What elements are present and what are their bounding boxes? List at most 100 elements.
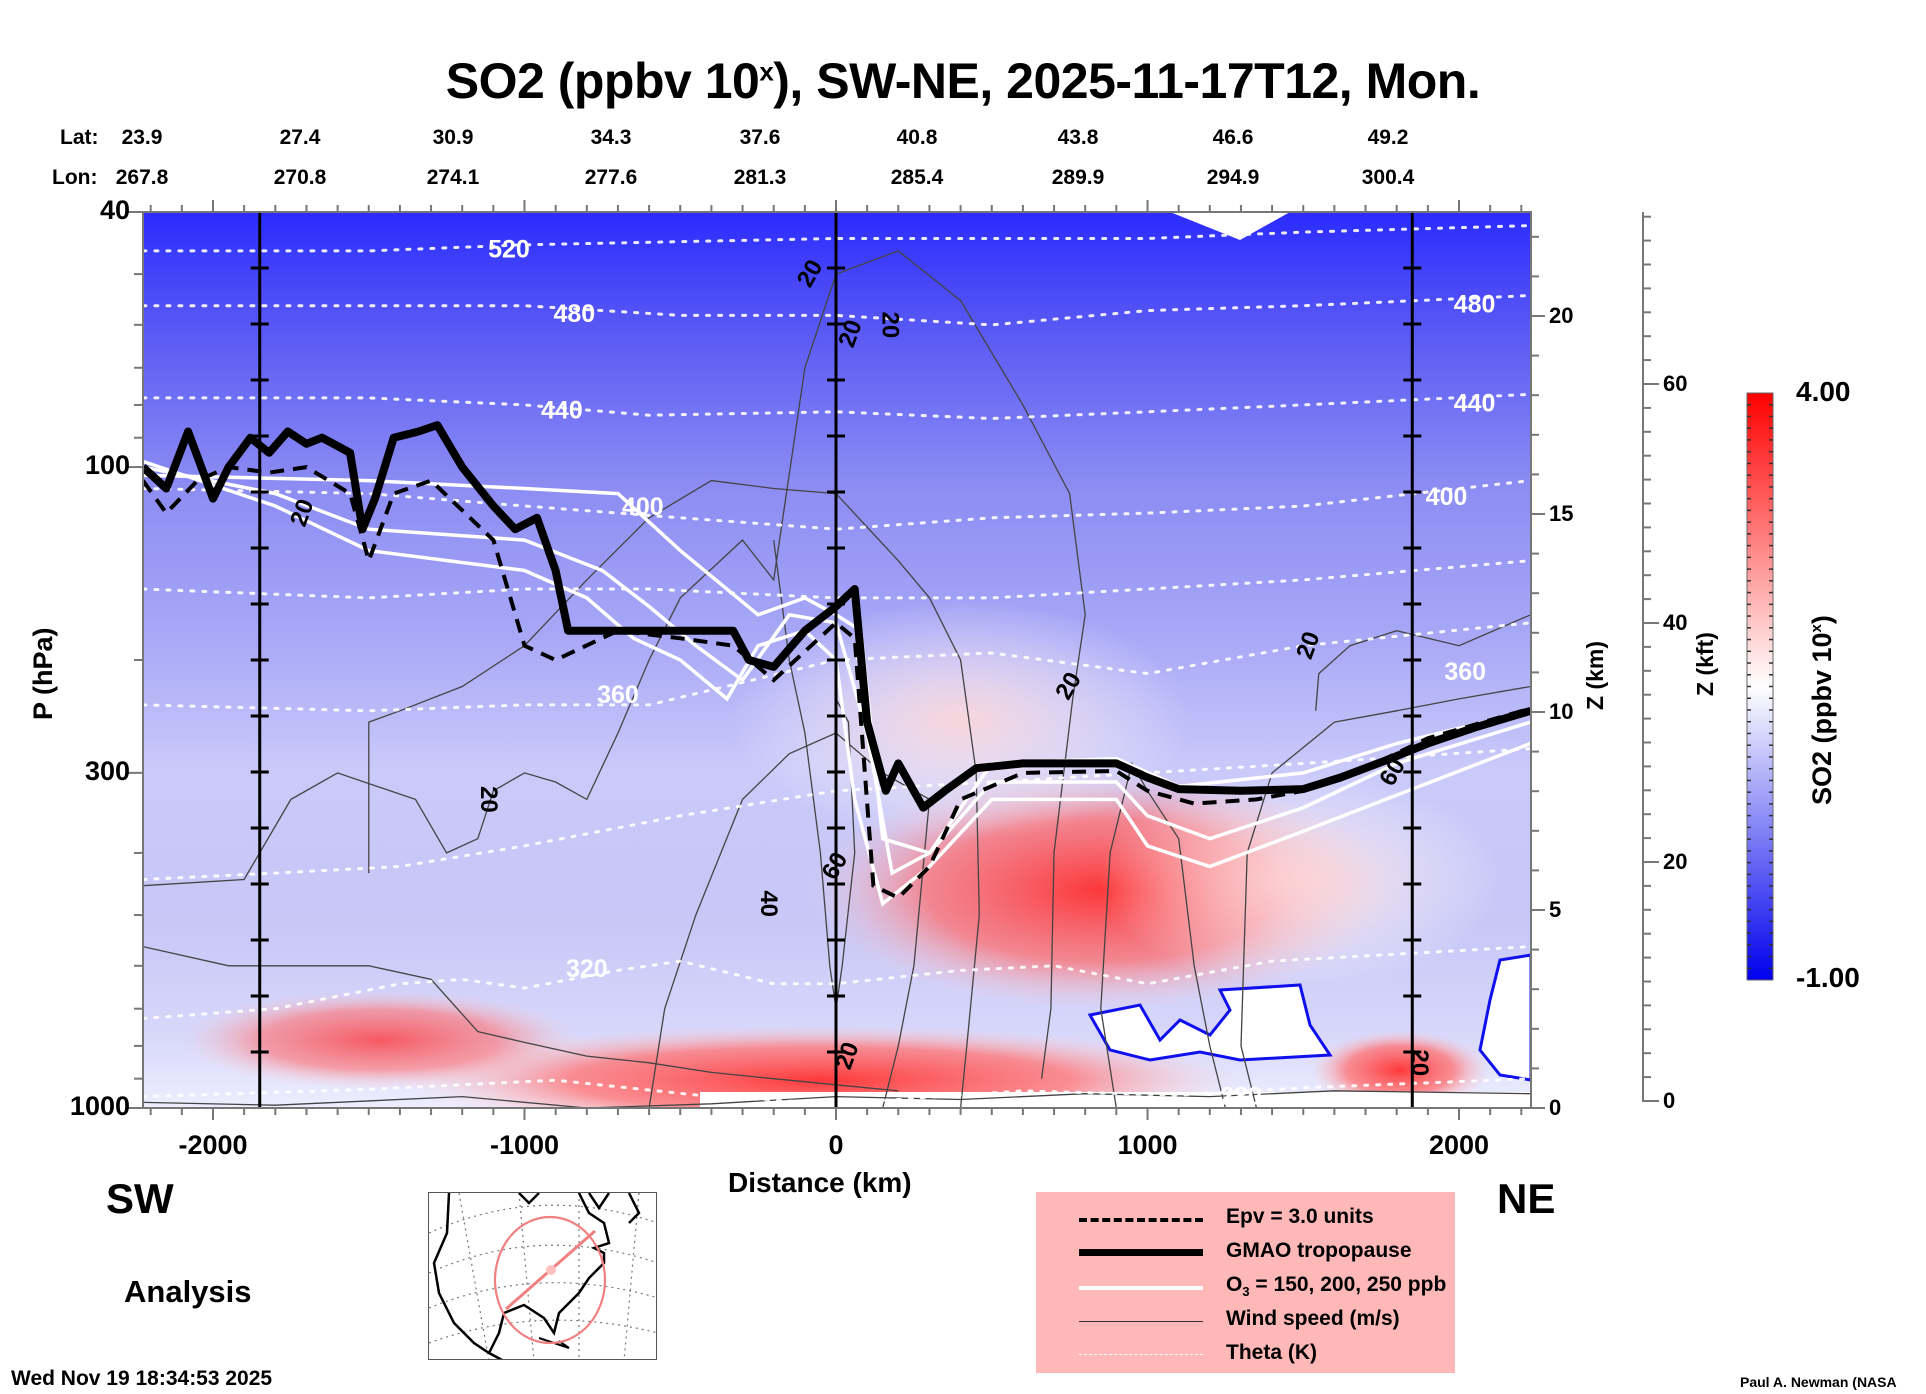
x-axis-title: Distance (km): [728, 1167, 912, 1198]
lat-lon-marker-lines: [250, 212, 1422, 1108]
so2-offscale-top-patch: [1170, 212, 1290, 240]
wind-label-7: 40: [755, 890, 782, 917]
lat-value: 34.3: [590, 126, 632, 149]
z-km-tick-label: 20: [1549, 303, 1574, 328]
section-center-marker: [546, 1265, 556, 1275]
z-kft-tick-label: 60: [1663, 371, 1688, 396]
z-kft-tick-label: 0: [1663, 1088, 1676, 1113]
theta-label-440: 440: [1454, 390, 1496, 418]
wind-label-4: 20: [877, 312, 904, 339]
legend-item-epv: Epv = 3.0 units: [1036, 1202, 1455, 1236]
theta-line-340: [143, 747, 1531, 881]
so2-high-region-west: [180, 990, 580, 1090]
colorbar-title: SO2 (ppbv 10x): [1807, 615, 1837, 805]
ozone-line-sample: [1079, 1286, 1203, 1290]
epv-line-sample: [1079, 1218, 1203, 1222]
x-tick-label: 0: [828, 1130, 844, 1160]
z-km-tick-label: 5: [1549, 897, 1562, 922]
theta-line-320: [143, 945, 1531, 1020]
x-tick-label: -1000: [489, 1130, 560, 1160]
ne-direction-label: NE: [1497, 1175, 1556, 1222]
timestamp: Wed Nov 19 18:34:53 2025: [11, 1367, 273, 1390]
z-kft-tick-label: 20: [1663, 849, 1688, 874]
lon-value: 285.4: [890, 166, 944, 189]
lon-value: 281.3: [733, 166, 787, 189]
lat-value: 46.6: [1212, 126, 1254, 149]
z-kft-ticks: [1643, 215, 1659, 1102]
legend-item-wind: Wind speed (m/s): [1036, 1304, 1455, 1338]
x-tick-label: 2000: [1428, 1130, 1490, 1160]
z-kft-axis-title: Z (kft): [1692, 632, 1718, 696]
y-tick-label: 100: [84, 450, 130, 481]
inset-map-svg: [429, 1193, 656, 1359]
wind-label-1: 20: [475, 786, 502, 813]
lat-value: 23.9: [121, 126, 163, 149]
lat-value: 37.6: [739, 126, 781, 149]
z-km-tick-label: 10: [1549, 699, 1574, 724]
legend-label-ozone: O3 = 150, 200, 250 ppb: [1226, 1273, 1447, 1300]
theta-label-360: 360: [597, 681, 639, 709]
legend-label-wind: Wind speed (m/s): [1226, 1307, 1400, 1330]
lon-value: 274.1: [426, 166, 480, 189]
y-tick-label: 40: [99, 195, 130, 225]
lat-value: 30.9: [432, 126, 474, 149]
inset-map: [428, 1192, 657, 1360]
wind-contour-2: [368, 479, 980, 1108]
theta-label-400: 400: [1426, 483, 1468, 511]
colorbar-max-label: 4.00: [1796, 376, 1851, 407]
theta-label-440: 440: [541, 396, 583, 424]
colorbar-min-label: -1.00: [1796, 962, 1860, 993]
ozone-line-250: [143, 459, 1531, 907]
z-km-tick-label: 15: [1549, 501, 1574, 526]
legend-item-theta: Theta (K): [1036, 1338, 1455, 1372]
y-tick-label: 300: [84, 755, 130, 786]
theta-label-520: 520: [488, 236, 530, 264]
lat-value: 43.8: [1057, 126, 1099, 149]
coastline-north-america: [432, 1193, 641, 1359]
so2-offscale-low-patch: [1087, 983, 1333, 1062]
coastline-caribbean: [538, 1337, 570, 1349]
legend-item-ozone: O3 = 150, 200, 250 ppb: [1036, 1270, 1455, 1304]
x-tick-label: 1000: [1117, 1130, 1178, 1160]
ozone-line-200: [143, 465, 1531, 876]
theta-label-400: 400: [622, 493, 664, 521]
lat-value: 49.2: [1367, 126, 1409, 149]
wind-contour-1: [143, 945, 899, 1092]
theta-line-440: [143, 392, 1531, 421]
lon-value: 270.8: [273, 166, 327, 189]
wind-contour-6: [1240, 685, 1531, 1108]
so2-moderate-region-east: [1100, 770, 1500, 990]
legend-label-theta: Theta (K): [1226, 1341, 1317, 1364]
legend-item-tropopause: GMAO tropopause: [1036, 1236, 1455, 1270]
epv-3pvu-line: [143, 465, 1531, 901]
legend-label-tropopause: GMAO tropopause: [1226, 1239, 1412, 1262]
lat-row-label: Lat:: [60, 126, 99, 149]
sw-direction-label: SW: [106, 1175, 174, 1222]
wind-line-sample: [1079, 1321, 1203, 1322]
lat-value: 27.4: [279, 126, 321, 149]
tropopause-line: [143, 421, 1531, 812]
theta-label-280: 280: [1220, 1083, 1262, 1111]
theta-line-380: [143, 559, 1531, 600]
lon-row-label: Lon:: [52, 166, 98, 189]
z-km-axis-title: Z (km): [1582, 641, 1608, 710]
theta-line-sample: [1079, 1354, 1203, 1355]
theta-label-480: 480: [1454, 290, 1496, 318]
wind-label-10: 20: [1406, 1049, 1433, 1076]
so2-offscale-low-patch-east: [1478, 953, 1531, 1082]
y-axis-title: P (hPa): [28, 627, 58, 720]
colorbar-ticks: [1747, 403, 1773, 970]
analysis-label: Analysis: [124, 1274, 252, 1309]
z-km-tick-label: 0: [1549, 1095, 1562, 1120]
lat-value: 40.8: [896, 126, 938, 149]
legend-label-epv: Epv = 3.0 units: [1226, 1205, 1374, 1228]
lon-value: 277.6: [584, 166, 638, 189]
gmao-tropopause-line: [143, 421, 1531, 812]
z-kft-tick-label: 40: [1663, 610, 1688, 635]
wind-contour-0: [143, 250, 1086, 1079]
theta-label-360: 360: [1444, 658, 1486, 686]
theta-label-320: 320: [566, 955, 608, 983]
x-tick-label: -2000: [178, 1130, 248, 1160]
lon-value: 267.8: [115, 166, 169, 189]
